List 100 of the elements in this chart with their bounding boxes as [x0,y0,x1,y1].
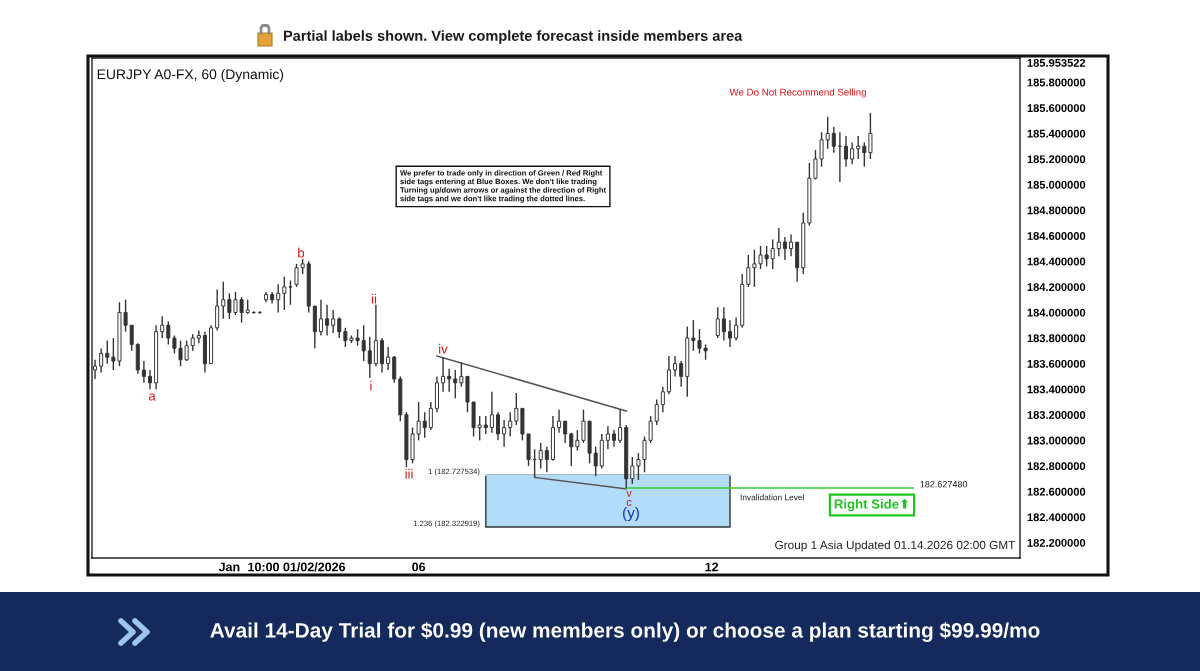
y-tick-label: 184.600000 [1027,232,1086,240]
annotation: Right Side⬆ [834,498,909,512]
candlestick [447,368,452,393]
y-tick-label: 182.600000 [1027,487,1086,496]
candlestick [569,431,574,467]
y-tick-label: 184.800000 [1027,206,1086,215]
candlestick [538,442,543,470]
annotation: v [626,491,632,497]
y-tick-label: 182.800000 [1027,462,1086,471]
candlestick [93,359,98,380]
candlestick [392,355,397,384]
candlestick [660,385,665,413]
text: Avail 14-Day Trial for $0.99 (new members only) or choose a plan starting $99.99/mo [210,622,1040,642]
candlestick [441,356,446,393]
y-tick-label: 182.200000 [1027,538,1086,547]
candlestick [850,141,855,165]
candlestick [782,236,787,261]
x-tick-label: 06 [412,562,426,572]
y-tick-label: 183.400000 [1027,385,1086,394]
y-tick-label: 185.200000 [1027,155,1086,164]
x-tick-label: 10:00 01/02/2026 [248,562,346,572]
x-tick-label: 12 [705,562,719,572]
candlestick [502,419,507,448]
candlestick [831,126,836,154]
candlestick [776,227,781,257]
y-tick-label: 183.800000 [1027,334,1086,343]
candlestick [141,360,146,384]
candlestick [868,112,873,160]
candlestick [129,324,134,352]
candlestick [862,141,867,168]
candlestick [508,411,513,438]
candlestick [734,316,739,342]
annotation: i [370,380,372,391]
candlestick [770,238,775,270]
annotation: 182.627480 [920,481,968,488]
candlestick [373,304,378,367]
candlestick [618,408,623,444]
candlestick [673,355,678,378]
y-tick-label: 183.600000 [1027,359,1086,368]
candlestick [160,315,165,339]
y-tick-label: 185.400000 [1027,129,1086,138]
candlestick [367,336,372,379]
candlestick [331,309,336,334]
x-tick-label: Jan [218,562,240,572]
candlestick [477,415,482,442]
candlestick [563,420,568,444]
annotation: We Do Not Recommend Selling [729,88,866,98]
annotation: ii [371,293,377,304]
candlestick [557,408,562,434]
text: EURJPY A0-FX, 60 (Dynamic) [97,69,284,82]
text: Partial labels shown. View complete forecast inside members area [283,30,743,44]
annotation: (y) [623,506,639,522]
candlestick [282,275,287,311]
annotation: b [298,247,305,258]
candlestick [215,288,220,332]
candlestick [325,304,330,337]
annotation: Invalidation Level [740,494,804,501]
candlestick [99,347,104,374]
annotation: iii [405,468,413,479]
candlestick [727,319,733,348]
candlestick [453,369,458,399]
candlestick [196,329,201,344]
candlestick [422,411,427,439]
candlestick [386,346,391,371]
candlestick [514,392,519,426]
candlestick [495,411,501,442]
candlestick [789,233,794,257]
y-tick-label: 185.000000 [1027,180,1086,189]
candlestick [666,355,671,396]
candlestick [843,135,849,168]
annotation: a [148,393,156,401]
candlestick [679,360,684,388]
candlestick [361,324,366,362]
candlestick [221,281,226,320]
annotation: Group 1 Asia Updated 01.14.2026 02:00 GMT [775,540,1016,552]
candlestick [856,135,861,160]
candlestick [379,337,385,374]
candlestick [105,339,110,365]
candlestick [318,298,323,337]
candlestick [715,306,720,339]
y-tick-label: 183.200000 [1027,411,1086,419]
candlestick [489,391,494,434]
y-tick-label: 184.000000 [1027,308,1086,317]
candlestick [147,369,153,390]
y-tick-label: 184.200000 [1027,283,1086,292]
candlestick [746,254,751,288]
y-tick-label: 185.953522 [1027,58,1086,67]
candlestick [544,446,549,474]
candlestick [276,283,281,314]
candlestick [605,425,610,450]
candlestick [288,279,293,306]
annotation: iv [439,343,448,354]
y-tick-label: 185.800000 [1027,78,1086,87]
y-tick-label: 184.400000 [1027,257,1086,266]
candlestick [825,116,830,150]
y-tick-label: 185.600000 [1027,104,1086,113]
candlestick [654,398,659,426]
y-tick-label: 182.400000 [1027,513,1086,522]
candlestick [721,306,726,342]
y-tick-label: 183.000000 [1027,436,1086,445]
